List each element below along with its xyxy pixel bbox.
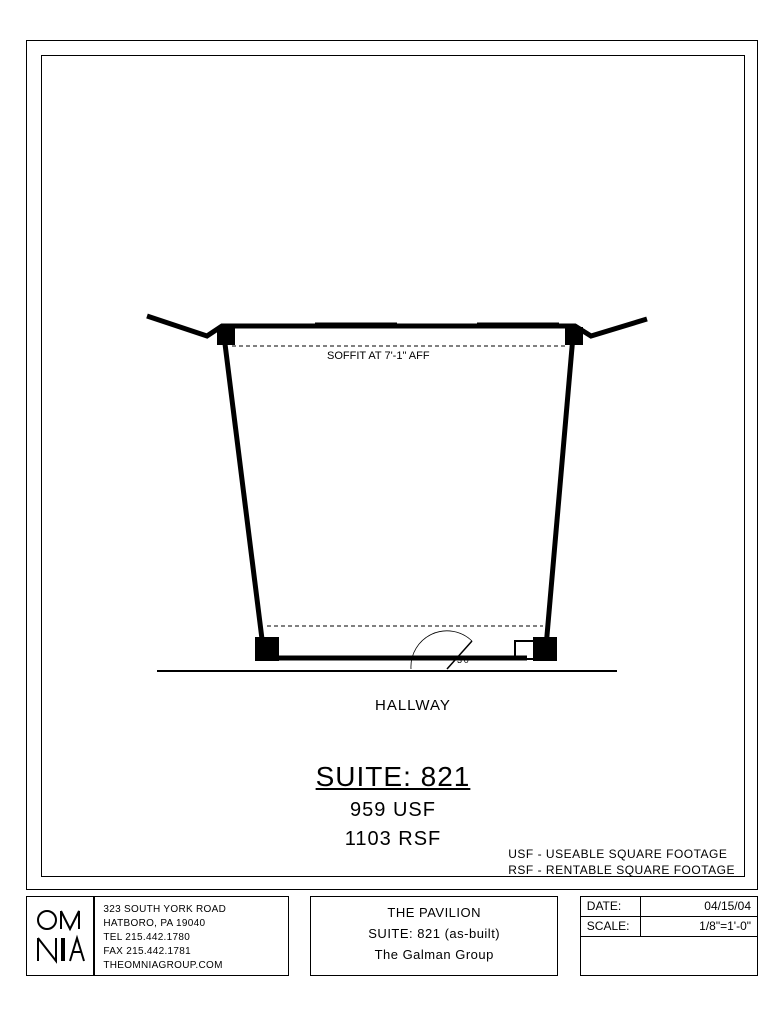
project-line3: The Galman Group [319, 945, 550, 966]
omnia-logo-icon [35, 908, 85, 964]
addr-web: THEOMNIAGROUP.COM [103, 959, 279, 973]
date-value: 04/15/04 [641, 897, 757, 916]
spacer [558, 896, 579, 976]
page-frame: SOFFIT AT 7'-1" AFF 3'0" HALLWAY SUITE: 8… [26, 40, 758, 988]
logo-cell [26, 896, 94, 976]
suite-usf: 959 USF [27, 799, 759, 822]
svg-text:SOFFIT AT 7'-1" AFF: SOFFIT AT 7'-1" AFF [327, 350, 430, 362]
title-block: 323 SOUTH YORK ROAD HATBORO, PA 19040 TE… [26, 896, 758, 976]
scale-value: 1/8"=1'-0" [641, 917, 757, 936]
addr-tel: TEL 215.442.1780 [103, 931, 279, 945]
project-cell: THE PAVILION SUITE: 821 (as-built) The G… [310, 896, 559, 976]
hallway-label: HALLWAY [375, 697, 451, 714]
date-scale-cell: DATE: 04/15/04 SCALE: 1/8"=1'-0" [580, 896, 758, 976]
suite-title: SUITE: 821 [27, 761, 759, 793]
svg-text:3'0": 3'0" [457, 655, 472, 665]
legend-usf: USF - USEABLE SQUARE FOOTAGE [508, 847, 735, 861]
address-cell: 323 SOUTH YORK ROAD HATBORO, PA 19040 TE… [94, 896, 288, 976]
date-label: DATE: [581, 897, 641, 916]
outer-border: SOFFIT AT 7'-1" AFF 3'0" HALLWAY SUITE: 8… [26, 40, 758, 890]
spacer [289, 896, 310, 976]
legend: USF - USEABLE SQUARE FOOTAGE RSF - RENTA… [508, 845, 735, 877]
scale-label: SCALE: [581, 917, 641, 936]
addr-fax: FAX 215.442.1781 [103, 945, 279, 959]
project-line1: THE PAVILION [319, 903, 550, 924]
legend-rsf: RSF - RENTABLE SQUARE FOOTAGE [508, 863, 735, 877]
addr-line2: HATBORO, PA 19040 [103, 917, 279, 931]
addr-line1: 323 SOUTH YORK ROAD [103, 903, 279, 917]
suite-info-block: SUITE: 821 959 USF 1103 RSF [27, 761, 759, 851]
project-line2: SUITE: 821 (as-built) [319, 924, 550, 945]
